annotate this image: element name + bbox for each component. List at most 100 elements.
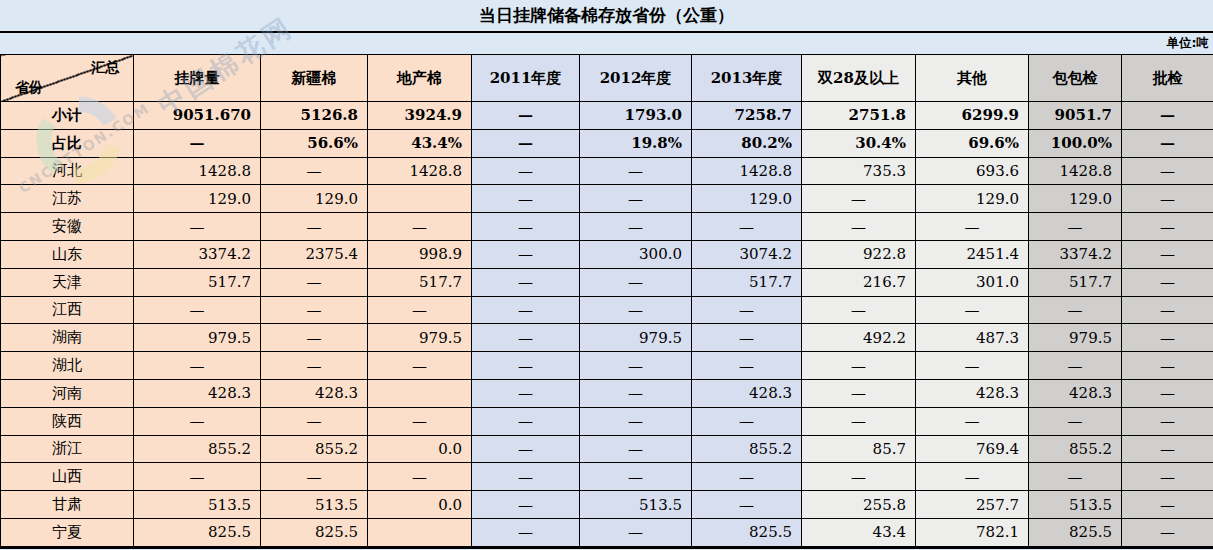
cotton-storage-table: 汇总 省份 挂牌量新疆棉地产棉2011年度2012年度2013年度双28及以上其… bbox=[0, 54, 1213, 547]
table-cell: — bbox=[472, 185, 580, 213]
title-bar: 当日挂牌储备棉存放省份（公重） bbox=[0, 0, 1213, 33]
table-cell: — bbox=[134, 463, 261, 491]
table-cell: — bbox=[261, 268, 368, 296]
table-cell: 428.3 bbox=[692, 379, 802, 407]
table-cell: 2375.4 bbox=[261, 240, 368, 268]
table-cell: — bbox=[580, 185, 692, 213]
province-label: 江西 bbox=[1, 296, 134, 324]
unit-bar: 单位:吨 bbox=[0, 33, 1213, 54]
table-cell: — bbox=[1029, 352, 1122, 380]
table-cell: — bbox=[1122, 352, 1213, 380]
table-cell: — bbox=[1029, 463, 1122, 491]
table-cell: — bbox=[472, 463, 580, 491]
province-label: 河南 bbox=[1, 379, 134, 407]
table-cell: — bbox=[916, 463, 1029, 491]
table-row: 湖南979.5—979.5—979.5—492.2487.3979.5— bbox=[1, 324, 1213, 352]
table-cell: — bbox=[916, 296, 1029, 324]
table-cell: 30.4% bbox=[802, 129, 916, 157]
table-cell: — bbox=[802, 407, 916, 435]
table-cell: 428.3 bbox=[261, 379, 368, 407]
table-cell: — bbox=[692, 491, 802, 519]
province-label: 河北 bbox=[1, 157, 134, 185]
table-cell: — bbox=[261, 407, 368, 435]
table-cell: — bbox=[368, 352, 472, 380]
table-row: 河南428.3428.3——428.3—428.3428.3— bbox=[1, 379, 1213, 407]
table-cell: 43.4 bbox=[802, 518, 916, 546]
table-cell: 428.3 bbox=[134, 379, 261, 407]
table-cell: — bbox=[261, 352, 368, 380]
data-table-wrapper: 汇总 省份 挂牌量新疆棉地产棉2011年度2012年度2013年度双28及以上其… bbox=[0, 54, 1213, 549]
table-cell: 216.7 bbox=[802, 268, 916, 296]
table-cell: — bbox=[472, 352, 580, 380]
table-cell: 5126.8 bbox=[261, 102, 368, 130]
table-cell: 3074.2 bbox=[692, 240, 802, 268]
table-cell: — bbox=[580, 296, 692, 324]
table-cell: — bbox=[580, 379, 692, 407]
table-cell: — bbox=[1122, 296, 1213, 324]
column-header: 其他 bbox=[916, 55, 1029, 102]
table-row: 山东3374.22375.4998.9—300.03074.2922.82451… bbox=[1, 240, 1213, 268]
report-page: 当日挂牌储备棉存放省份（公重） 单位:吨 汇总 省份 挂牌量新疆棉地产棉2011… bbox=[0, 0, 1213, 550]
table-header-row: 汇总 省份 挂牌量新疆棉地产棉2011年度2012年度2013年度双28及以上其… bbox=[1, 55, 1213, 102]
table-cell: 0.0 bbox=[368, 491, 472, 519]
table-cell: 1428.8 bbox=[134, 157, 261, 185]
column-header: 批检 bbox=[1122, 55, 1213, 102]
table-cell: 2451.4 bbox=[916, 240, 1029, 268]
table-cell: 998.9 bbox=[368, 240, 472, 268]
corner-header-cell: 汇总 省份 bbox=[1, 55, 134, 102]
table-cell: 255.8 bbox=[802, 491, 916, 519]
table-cell: — bbox=[1122, 157, 1213, 185]
table-cell: 19.8% bbox=[580, 129, 692, 157]
table-cell: 3374.2 bbox=[1029, 240, 1122, 268]
table-cell: — bbox=[134, 407, 261, 435]
unit-label: 单位:吨 bbox=[1167, 35, 1210, 52]
table-cell: 56.6% bbox=[261, 129, 368, 157]
table-cell: — bbox=[580, 435, 692, 463]
table-cell: — bbox=[368, 407, 472, 435]
province-label: 山东 bbox=[1, 240, 134, 268]
table-cell: — bbox=[472, 102, 580, 130]
table-cell: 9051.7 bbox=[1029, 102, 1122, 130]
table-cell: 257.7 bbox=[916, 491, 1029, 519]
column-header: 2013年度 bbox=[692, 55, 802, 102]
table-cell: — bbox=[1122, 435, 1213, 463]
table-cell: — bbox=[802, 296, 916, 324]
table-cell: — bbox=[472, 518, 580, 546]
province-label: 安徽 bbox=[1, 213, 134, 241]
column-header: 2012年度 bbox=[580, 55, 692, 102]
table-cell: 979.5 bbox=[1029, 324, 1122, 352]
table-row: 河北1428.8—1428.8——1428.8735.3693.61428.8— bbox=[1, 157, 1213, 185]
table-cell: 69.6% bbox=[916, 129, 1029, 157]
table-cell: — bbox=[261, 157, 368, 185]
table-cell: — bbox=[580, 213, 692, 241]
table-cell: 517.7 bbox=[368, 268, 472, 296]
table-cell: — bbox=[1122, 102, 1213, 130]
table-cell: 1793.0 bbox=[580, 102, 692, 130]
table-cell: 513.5 bbox=[134, 491, 261, 519]
table-cell: — bbox=[916, 352, 1029, 380]
table-cell: — bbox=[1122, 463, 1213, 491]
table-row: 江苏129.0129.0——129.0—129.0129.0— bbox=[1, 185, 1213, 213]
province-label: 占比 bbox=[1, 129, 134, 157]
table-cell: 825.5 bbox=[1029, 518, 1122, 546]
table-cell: 492.2 bbox=[802, 324, 916, 352]
table-cell: — bbox=[802, 463, 916, 491]
table-row: 占比—56.6%43.4%—19.8%80.2%30.4%69.6%100.0%… bbox=[1, 129, 1213, 157]
table-cell: — bbox=[1122, 324, 1213, 352]
province-label: 江苏 bbox=[1, 185, 134, 213]
table-cell: 6299.9 bbox=[916, 102, 1029, 130]
table-cell bbox=[368, 518, 472, 546]
province-label: 甘肃 bbox=[1, 491, 134, 519]
table-cell: — bbox=[802, 185, 916, 213]
table-cell: — bbox=[368, 213, 472, 241]
table-row: 小计9051.6705126.83924.9—1793.07258.72751.… bbox=[1, 102, 1213, 130]
table-row: 安徽—————————— bbox=[1, 213, 1213, 241]
table-cell: — bbox=[692, 352, 802, 380]
table-cell: — bbox=[261, 324, 368, 352]
table-cell: — bbox=[580, 352, 692, 380]
table-cell: — bbox=[1029, 213, 1122, 241]
table-cell: — bbox=[1122, 379, 1213, 407]
table-cell: — bbox=[1122, 518, 1213, 546]
table-cell: 301.0 bbox=[916, 268, 1029, 296]
table-cell: — bbox=[134, 352, 261, 380]
